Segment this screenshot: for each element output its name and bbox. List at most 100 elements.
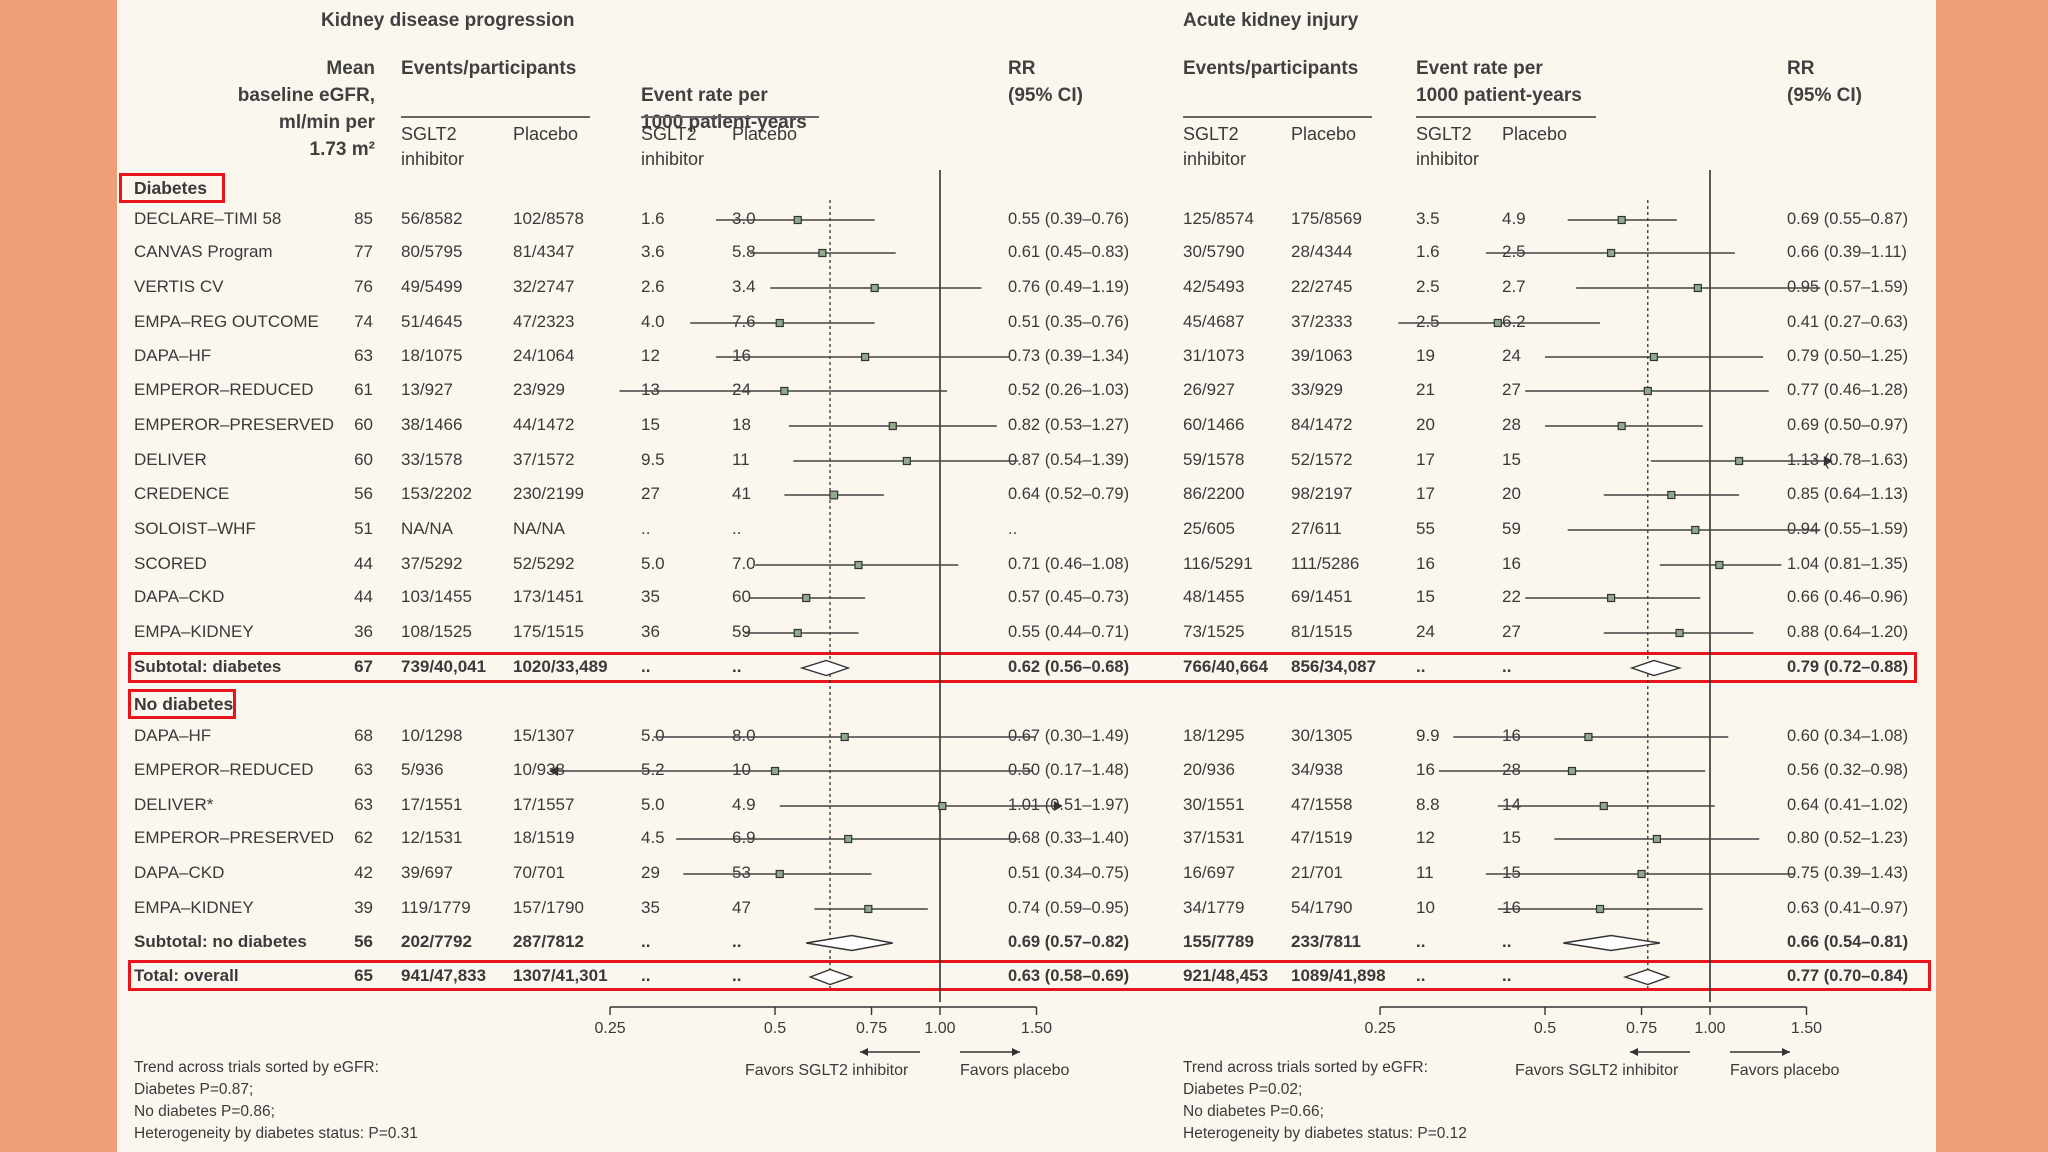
kd-rate-rule: [641, 116, 819, 118]
cell-aki-rate-p: ..: [1502, 657, 1512, 676]
cell-egfr: 60: [354, 415, 373, 434]
aki-note-1: Trend across trials sorted by eGFR:: [1183, 1059, 1428, 1076]
kd-rate-sglt2-2: inhibitor: [641, 149, 705, 169]
cell-kd-ev-p: 1020/33,489: [513, 657, 608, 676]
cell-egfr: 61: [354, 380, 373, 399]
cell-aki-ev-p: 81/1515: [1291, 622, 1353, 641]
cell-aki-rate-p: 16: [1502, 554, 1521, 573]
cell-name: EMPEROR–REDUCED: [134, 380, 314, 399]
cell-aki-ev-p: 233/7811: [1291, 932, 1361, 951]
cell-aki-rr-text: 0.80 (0.52–1.23): [1787, 829, 1909, 847]
cell-kd-ev-s: 5/936: [401, 760, 444, 779]
cell-kd-rate-p: 16: [732, 346, 751, 365]
cell-name: Subtotal: no diabetes: [134, 932, 307, 951]
cell-name: SOLOIST–WHF: [134, 519, 256, 538]
cell-name: EMPEROR–PRESERVED: [134, 828, 334, 847]
cell-kd-ev-p: 23/929: [513, 380, 565, 399]
aki-rr-header-1: RR: [1787, 58, 1815, 79]
highlight-total-overall: [128, 960, 1931, 991]
cell-kd-ev-s: 12/1531: [401, 828, 463, 847]
cell-name: SCORED: [134, 554, 207, 573]
cell-kd-ev-p: 102/8578: [513, 209, 584, 228]
cell-kd-rate-s: 2.6: [641, 277, 665, 296]
cell-aki-ev-s: 59/1578: [1183, 450, 1245, 469]
cell-egfr: 63: [354, 760, 373, 779]
cell-kd-rate-p: ..: [732, 657, 742, 676]
cell-aki-ev-s: 26/927: [1183, 380, 1235, 399]
cell-aki-rr-text: 0.88 (0.64–1.20): [1787, 623, 1909, 641]
cell-aki-rate-s: 17: [1416, 450, 1435, 469]
cell-aki-rr-text: 0.77 (0.70–0.84): [1787, 967, 1909, 985]
kd-sglt2-header-2: inhibitor: [401, 149, 465, 169]
cell-kd-rate-p: 53: [732, 863, 751, 882]
pooled-diamond: [806, 934, 893, 952]
cell-kd-rate-s: ..: [641, 966, 651, 985]
point-estimate: [840, 732, 849, 742]
aki-rate-sglt2-2: inhibitor: [1416, 149, 1480, 169]
cell-kd-ev-p: 157/1790: [513, 898, 584, 917]
aki-rate-header-1: Event rate per: [1416, 58, 1543, 79]
cell-kd-ev-s: 119/1779: [401, 898, 471, 917]
point-estimate: [1691, 525, 1700, 535]
cell-name: EMPA–KIDNEY: [134, 622, 254, 641]
cell-aki-ev-s: 16/697: [1183, 863, 1235, 882]
cell-kd-ev-s: 49/5499: [401, 277, 463, 296]
cell-aki-ev-p: 175/8569: [1291, 209, 1362, 228]
cell-egfr: 67: [354, 657, 373, 676]
aki-events-header: Events/participants: [1183, 58, 1359, 79]
point-estimate: [1595, 904, 1605, 914]
cell-aki-ev-s: 60/1466: [1183, 415, 1245, 434]
cell-kd-rate-s: 5.2: [641, 760, 665, 779]
point-estimate: [1734, 456, 1744, 466]
cell-name: VERTIS CV: [134, 277, 224, 296]
kd-placebo-header: Placebo: [513, 124, 579, 144]
cell-egfr: 85: [354, 209, 373, 228]
cell-aki-ev-s: 37/1531: [1183, 828, 1245, 847]
x-tick-label: 1.00: [1694, 1020, 1726, 1037]
cell-kd-ev-p: 70/701: [513, 863, 565, 882]
cell-kd-rate-p: 3.0: [732, 209, 756, 228]
egfr-header-line1: Mean: [326, 58, 375, 79]
cell-aki-rr-text: 0.64 (0.41–1.02): [1787, 796, 1909, 814]
cell-aki-rate-s: 1.6: [1416, 242, 1440, 261]
x-tick-label: 1.50: [1790, 1020, 1823, 1037]
cell-aki-rr-text: 0.94 (0.55–1.59): [1787, 520, 1909, 538]
cell-egfr: 51: [354, 519, 373, 538]
cell-aki-rate-s: 16: [1416, 554, 1435, 573]
pooled-diamond: [808, 968, 854, 986]
cell-aki-rate-p: 20: [1502, 484, 1521, 503]
point-estimate: [1637, 869, 1646, 879]
cell-aki-rate-p: 2.5: [1502, 242, 1526, 261]
cell-name: Total: overall: [134, 966, 239, 985]
cell-aki-rr-text: 0.69 (0.50–0.97): [1787, 416, 1909, 434]
cell-kd-rate-s: 29: [641, 863, 660, 882]
cell-name: DAPA–CKD: [134, 863, 225, 882]
cell-aki-rate-s: 3.5: [1416, 209, 1440, 228]
cell-kd-rate-s: 13: [641, 380, 660, 399]
cell-kd-ev-p: 32/2747: [513, 277, 575, 296]
cell-aki-rate-s: 55: [1416, 519, 1435, 538]
cell-kd-rate-p: 3.4: [732, 277, 756, 296]
cell-aki-rr-text: 1.04 (0.81–1.35): [1787, 555, 1909, 573]
point-estimate: [770, 766, 780, 776]
cell-kd-rate-s: 9.5: [641, 450, 665, 469]
cell-kd-ev-s: 202/7792: [401, 932, 472, 951]
cell-kd-rr-text: 0.51 (0.34–0.75): [1008, 864, 1130, 882]
favors-sglt2-label: Favors SGLT2 inhibitor: [1515, 1062, 1679, 1079]
cell-kd-ev-s: 33/1578: [401, 450, 463, 469]
cell-kd-rr-text: 0.68 (0.33–1.40): [1008, 829, 1130, 847]
cell-egfr: 60: [354, 450, 373, 469]
cell-kd-ev-s: 37/5292: [401, 554, 463, 573]
cell-aki-rate-s: 19: [1416, 346, 1435, 365]
cell-egfr: 62: [354, 828, 373, 847]
cell-kd-rate-p: ..: [732, 932, 742, 951]
egfr-header-line4: 1.73 m²: [309, 139, 375, 160]
cell-aki-rate-p: 27: [1502, 622, 1521, 641]
aki-sglt2-header-2: inhibitor: [1183, 149, 1247, 169]
cell-kd-ev-s: 56/8582: [401, 209, 463, 228]
cell-kd-ev-s: 103/1455: [401, 587, 472, 606]
kd-rr-header-1: RR: [1008, 58, 1036, 79]
cell-aki-rr-text: 1.13 (0.78–1.63): [1787, 451, 1909, 469]
cell-egfr: 74: [354, 312, 373, 331]
cell-aki-ev-p: 47/1558: [1291, 795, 1353, 814]
